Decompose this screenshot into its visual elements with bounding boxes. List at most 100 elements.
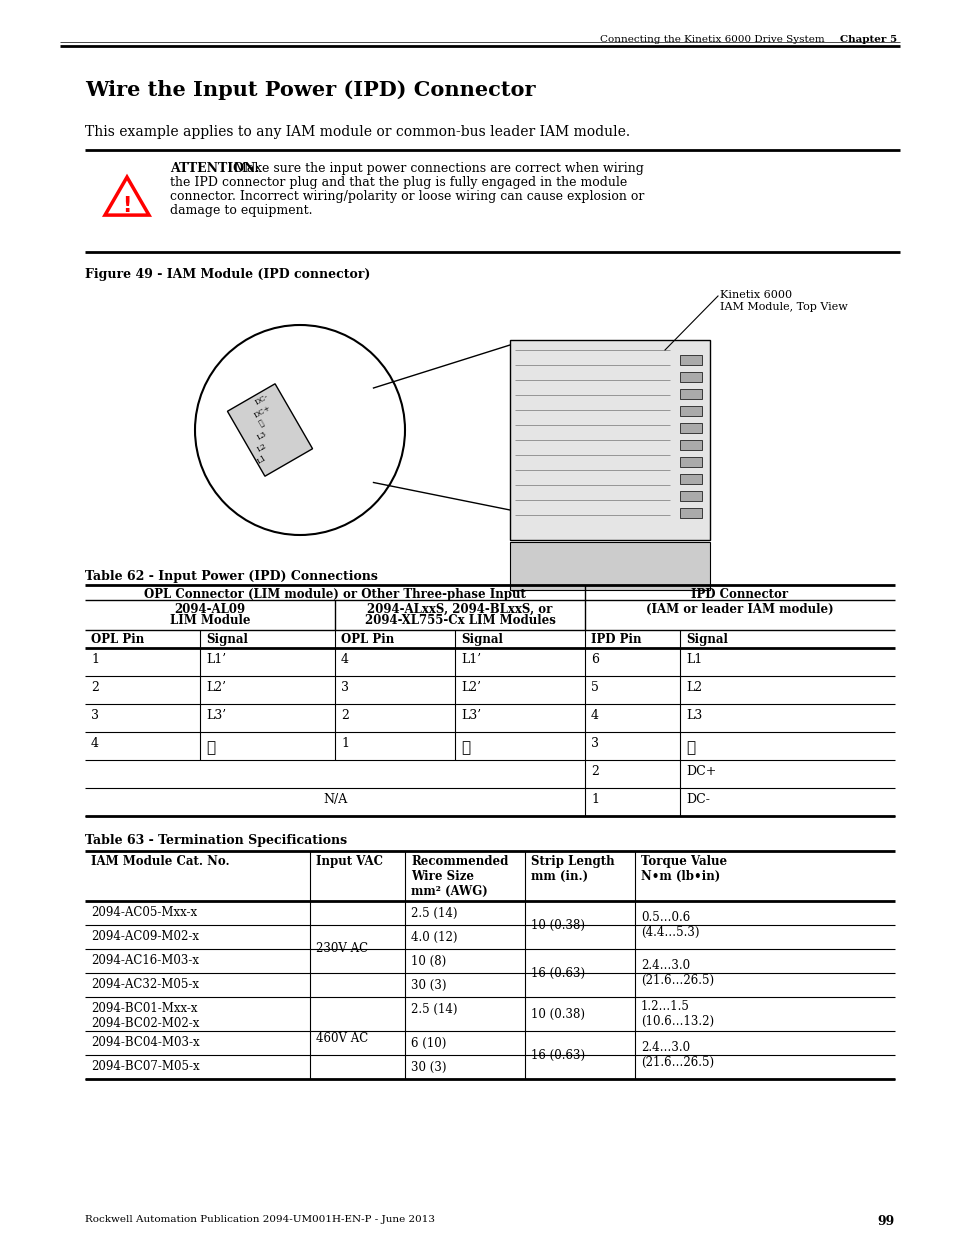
Text: 10 (8): 10 (8) xyxy=(411,955,446,968)
Text: 4: 4 xyxy=(340,653,349,666)
Text: 230V AC: 230V AC xyxy=(315,942,368,956)
Text: 2094-XL755-Cx LIM Modules: 2094-XL755-Cx LIM Modules xyxy=(364,614,555,627)
Text: connector. Incorrect wiring/polarity or loose wiring can cause explosion or: connector. Incorrect wiring/polarity or … xyxy=(170,190,643,203)
Text: 10 (0.38): 10 (0.38) xyxy=(531,919,584,931)
Text: Make sure the input power connections are correct when wiring: Make sure the input power connections ar… xyxy=(233,162,643,175)
Text: 5: 5 xyxy=(590,680,598,694)
Text: Kinetix 6000: Kinetix 6000 xyxy=(720,290,791,300)
Text: 3: 3 xyxy=(340,680,349,694)
Text: 2094-ALxxS, 2094-BLxxS, or: 2094-ALxxS, 2094-BLxxS, or xyxy=(367,603,552,616)
Text: 16 (0.63): 16 (0.63) xyxy=(531,967,584,979)
Text: 0.5…0.6
(4.4…5.3): 0.5…0.6 (4.4…5.3) xyxy=(640,911,699,939)
Text: 30 (3): 30 (3) xyxy=(411,1061,446,1074)
Text: 2094-BC01-Mxx-x
2094-BC02-M02-x: 2094-BC01-Mxx-x 2094-BC02-M02-x xyxy=(91,1002,199,1030)
Bar xyxy=(679,424,701,433)
Text: L3: L3 xyxy=(685,709,701,722)
Text: 2.4…3.0
(21.6…26.5): 2.4…3.0 (21.6…26.5) xyxy=(640,1041,714,1070)
Text: 1: 1 xyxy=(340,737,349,750)
Text: ⏚: ⏚ xyxy=(257,420,266,429)
Text: Signal: Signal xyxy=(685,634,727,646)
Text: 2094-AC32-M05-x: 2094-AC32-M05-x xyxy=(91,978,199,990)
Text: L3’: L3’ xyxy=(460,709,480,722)
Bar xyxy=(679,372,701,382)
Text: OPL Pin: OPL Pin xyxy=(340,634,394,646)
Text: Rockwell Automation Publication 2094-UM001H-EN-P - June 2013: Rockwell Automation Publication 2094-UM0… xyxy=(85,1215,435,1224)
Text: 6 (10): 6 (10) xyxy=(411,1037,446,1050)
Text: damage to equipment.: damage to equipment. xyxy=(170,204,313,217)
Bar xyxy=(679,508,701,517)
Text: DC+: DC+ xyxy=(685,764,716,778)
Text: L1: L1 xyxy=(255,454,268,466)
Text: L2’: L2’ xyxy=(460,680,480,694)
Bar xyxy=(510,340,709,540)
Text: Torque Value
N•m (lb•in): Torque Value N•m (lb•in) xyxy=(640,855,726,883)
Text: 2: 2 xyxy=(91,680,99,694)
Text: Chapter 5: Chapter 5 xyxy=(840,35,896,44)
Text: 2094-AC05-Mxx-x: 2094-AC05-Mxx-x xyxy=(91,906,197,919)
Text: Figure 49 - IAM Module (IPD connector): Figure 49 - IAM Module (IPD connector) xyxy=(85,268,370,282)
Text: 2.4…3.0
(21.6…26.5): 2.4…3.0 (21.6…26.5) xyxy=(640,960,714,987)
Text: Input VAC: Input VAC xyxy=(315,855,382,868)
Text: L1’: L1’ xyxy=(460,653,480,666)
Text: 4: 4 xyxy=(590,709,598,722)
Text: IAM Module, Top View: IAM Module, Top View xyxy=(720,303,847,312)
Text: 1.2…1.5
(10.6…13.2): 1.2…1.5 (10.6…13.2) xyxy=(640,1000,714,1028)
Bar xyxy=(679,389,701,399)
Text: 30 (3): 30 (3) xyxy=(411,979,446,992)
Text: 4.0 (12): 4.0 (12) xyxy=(411,931,457,944)
Text: 2094-BC07-M05-x: 2094-BC07-M05-x xyxy=(91,1060,199,1073)
Text: 2094-AC09-M02-x: 2094-AC09-M02-x xyxy=(91,930,199,944)
Text: 3: 3 xyxy=(590,737,598,750)
Text: IAM Module Cat. No.: IAM Module Cat. No. xyxy=(91,855,230,868)
Bar xyxy=(227,384,313,477)
Text: 2: 2 xyxy=(340,709,349,722)
Text: 2094-AC16-M03-x: 2094-AC16-M03-x xyxy=(91,953,199,967)
Text: DC-: DC- xyxy=(253,393,270,408)
Text: L2: L2 xyxy=(685,680,701,694)
Text: L2’: L2’ xyxy=(206,680,226,694)
Text: Wire the Input Power (IPD) Connector: Wire the Input Power (IPD) Connector xyxy=(85,80,535,100)
Text: 6: 6 xyxy=(590,653,598,666)
Text: Table 63 - Termination Specifications: Table 63 - Termination Specifications xyxy=(85,834,347,847)
Text: 2094-BC04-M03-x: 2094-BC04-M03-x xyxy=(91,1036,199,1049)
Text: 99: 99 xyxy=(877,1215,894,1228)
Text: ⏚: ⏚ xyxy=(460,740,470,755)
Text: 2: 2 xyxy=(590,764,598,778)
Text: IPD Pin: IPD Pin xyxy=(590,634,640,646)
Text: 2094-AL09: 2094-AL09 xyxy=(174,603,245,616)
Text: IPD Connector
(IAM or leader IAM module): IPD Connector (IAM or leader IAM module) xyxy=(645,588,833,616)
Text: !: ! xyxy=(122,196,132,216)
Text: Recommended
Wire Size
mm² (AWG): Recommended Wire Size mm² (AWG) xyxy=(411,855,508,898)
Bar xyxy=(679,406,701,416)
Text: 10 (0.38): 10 (0.38) xyxy=(531,1008,584,1020)
Text: L2: L2 xyxy=(255,442,268,454)
Text: Strip Length
mm (in.): Strip Length mm (in.) xyxy=(531,855,614,883)
Bar xyxy=(679,354,701,366)
Text: Table 62 - Input Power (IPD) Connections: Table 62 - Input Power (IPD) Connections xyxy=(85,571,377,583)
Text: Connecting the Kinetix 6000 Drive System: Connecting the Kinetix 6000 Drive System xyxy=(599,35,823,44)
Text: 2.5 (14): 2.5 (14) xyxy=(411,1003,457,1016)
Text: Signal: Signal xyxy=(206,634,248,646)
Text: ATTENTION:: ATTENTION: xyxy=(170,162,259,175)
Text: This example applies to any IAM module or common-bus leader IAM module.: This example applies to any IAM module o… xyxy=(85,125,630,140)
Bar xyxy=(679,474,701,484)
Text: 2.5 (14): 2.5 (14) xyxy=(411,906,457,920)
Text: the IPD connector plug and that the plug is fully engaged in the module: the IPD connector plug and that the plug… xyxy=(170,177,626,189)
Text: ⏚: ⏚ xyxy=(685,740,695,755)
Text: 1: 1 xyxy=(91,653,99,666)
Polygon shape xyxy=(105,177,149,215)
Text: ⏚: ⏚ xyxy=(206,740,214,755)
Text: LIM Module: LIM Module xyxy=(170,614,250,627)
Text: L1’: L1’ xyxy=(206,653,226,666)
Text: OPL Connector (LIM module) or Other Three-phase Input: OPL Connector (LIM module) or Other Thre… xyxy=(144,588,525,601)
Bar xyxy=(679,440,701,450)
Text: N/A: N/A xyxy=(322,793,347,806)
Text: 16 (0.63): 16 (0.63) xyxy=(531,1049,584,1062)
Text: L3: L3 xyxy=(255,430,268,442)
Text: DC-: DC- xyxy=(685,793,709,806)
Bar xyxy=(679,457,701,467)
Text: OPL Pin: OPL Pin xyxy=(91,634,144,646)
Text: L1: L1 xyxy=(685,653,701,666)
Text: Signal: Signal xyxy=(460,634,502,646)
Text: L3’: L3’ xyxy=(206,709,226,722)
